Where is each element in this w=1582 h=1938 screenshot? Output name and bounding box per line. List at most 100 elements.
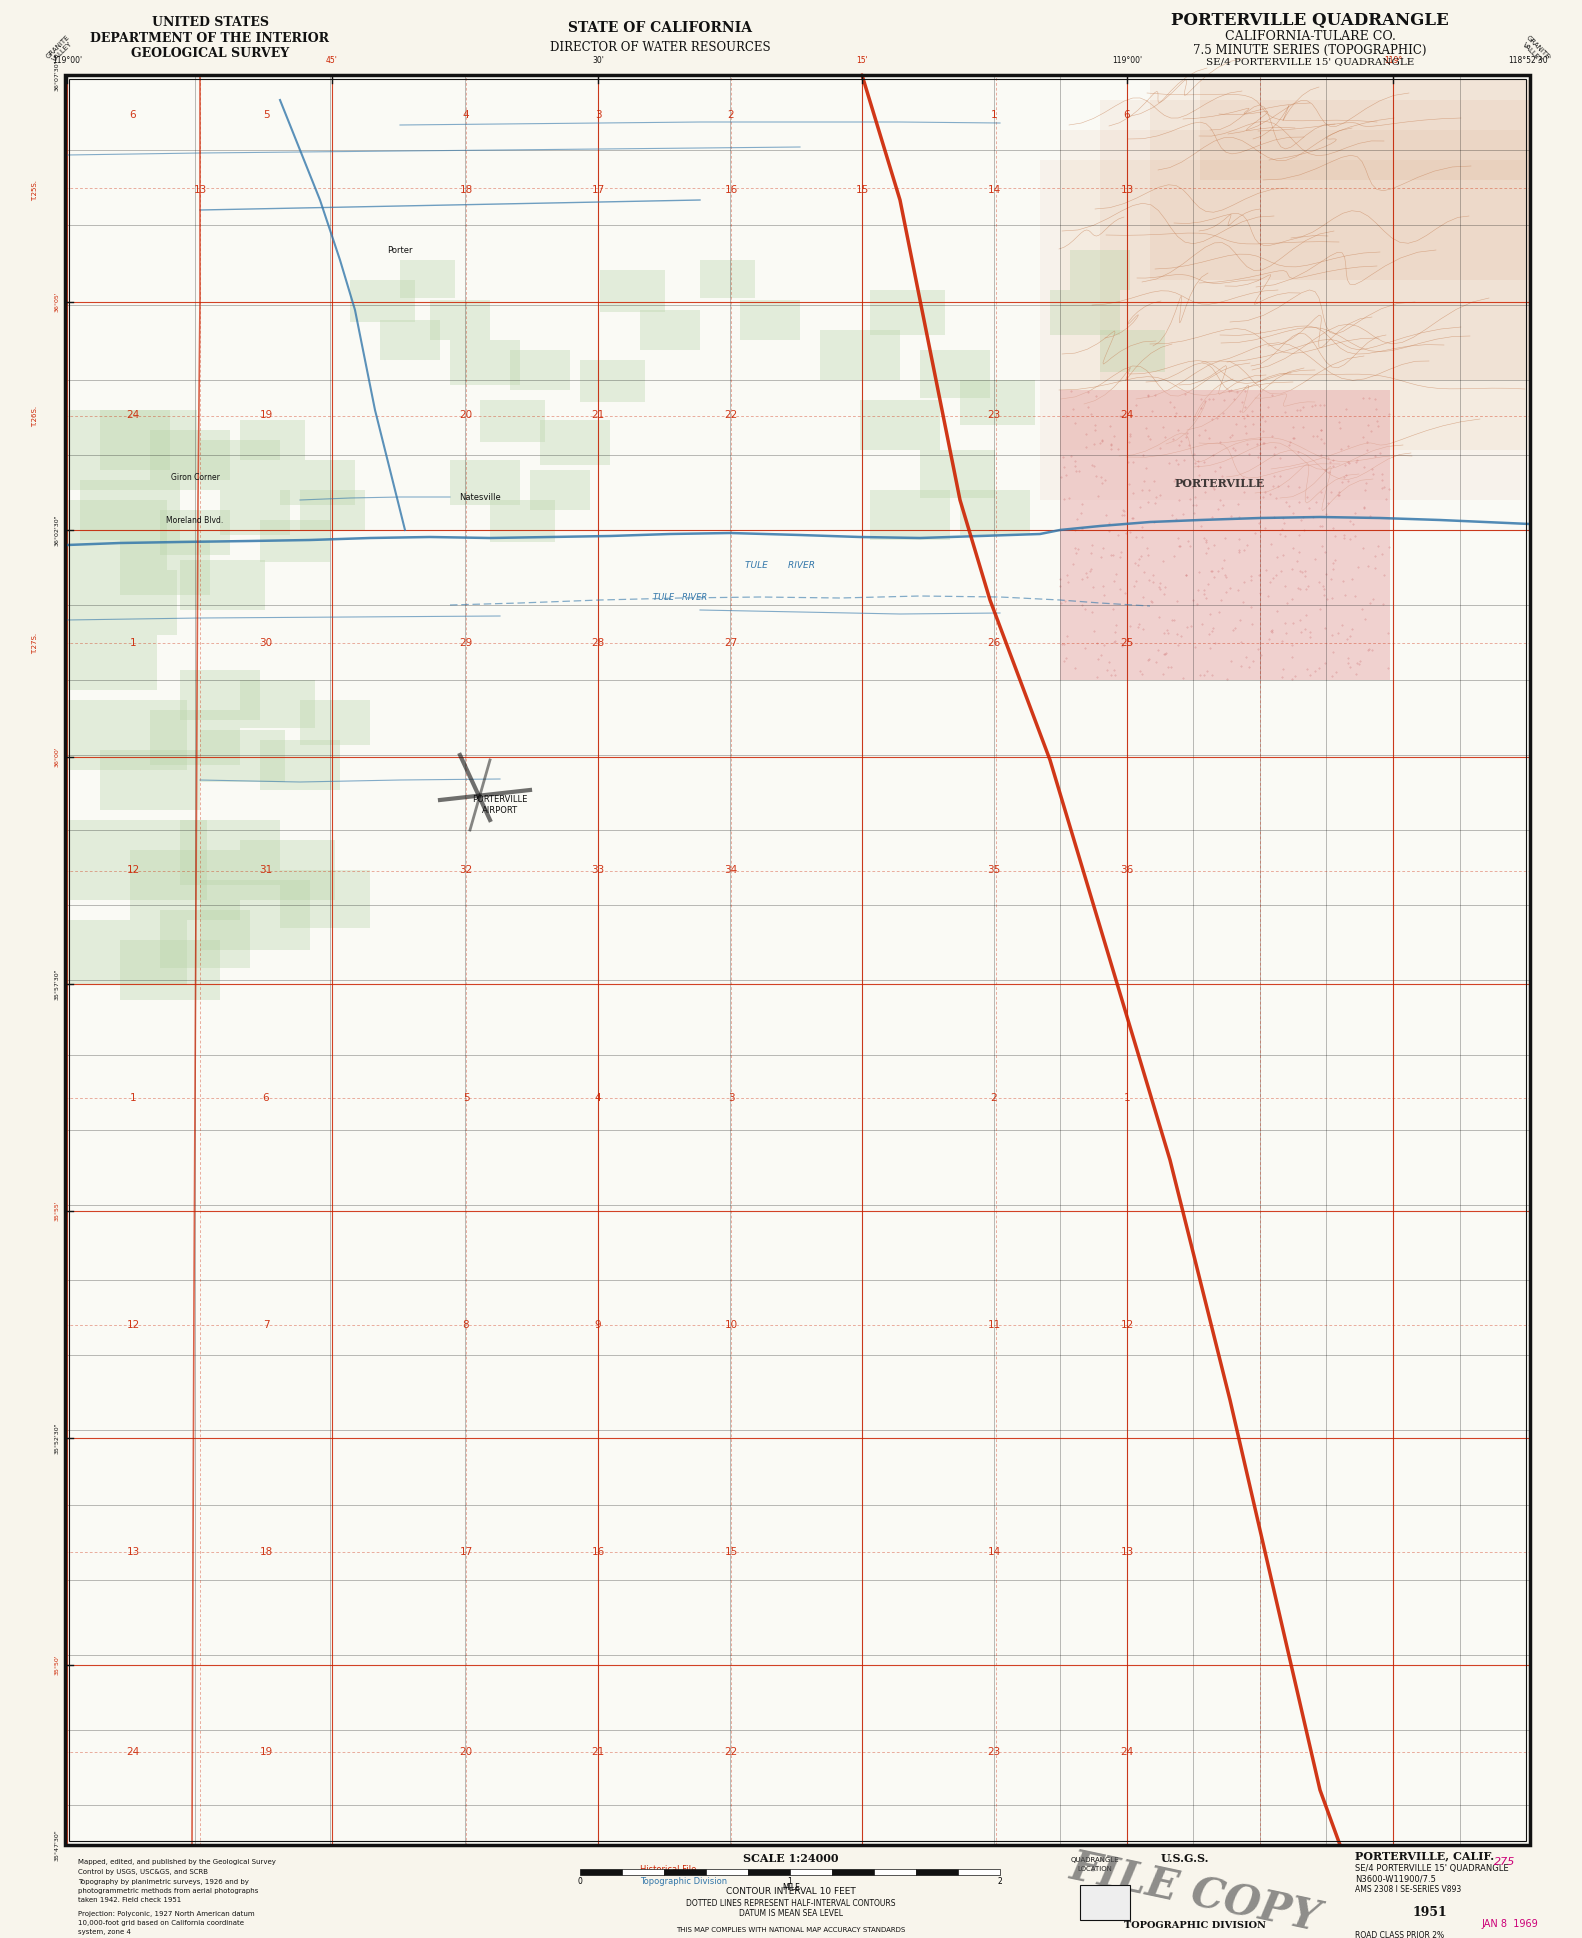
Text: 24: 24 <box>1120 411 1134 421</box>
Text: 14: 14 <box>987 184 1001 196</box>
Bar <box>66 570 177 636</box>
Bar <box>81 481 180 541</box>
Text: 19: 19 <box>259 1746 272 1758</box>
Text: TOPOGRAPHIC DIVISION: TOPOGRAPHIC DIVISION <box>1125 1921 1266 1930</box>
Bar <box>301 490 365 529</box>
Bar <box>120 940 220 1000</box>
Bar <box>664 1868 706 1874</box>
Bar <box>819 329 900 380</box>
Text: DIRECTOR OF WATER RESOURCES: DIRECTOR OF WATER RESOURCES <box>549 41 770 54</box>
Text: 119°00': 119°00' <box>1112 56 1142 66</box>
Text: 32: 32 <box>459 864 473 874</box>
Text: 30: 30 <box>259 638 272 647</box>
Text: 34: 34 <box>725 864 737 874</box>
Text: ROAD CLASS PRIOR 2%: ROAD CLASS PRIOR 2% <box>1356 1930 1444 1938</box>
Bar <box>600 269 664 312</box>
Bar <box>449 459 520 506</box>
Text: 1: 1 <box>990 110 997 120</box>
Text: 36°05': 36°05' <box>55 293 60 312</box>
Text: 12: 12 <box>127 1320 139 1329</box>
Text: 10,000-foot grid based on California coordinate: 10,000-foot grid based on California coo… <box>78 1921 244 1926</box>
Bar <box>66 411 198 490</box>
Text: 9: 9 <box>595 1320 601 1329</box>
Text: T.26S.: T.26S. <box>32 405 38 426</box>
Text: SCALE 1:24000: SCALE 1:24000 <box>744 1853 838 1864</box>
Text: 4: 4 <box>462 110 470 120</box>
Text: 7.5 MINUTE SERIES (TOPOGRAPHIC): 7.5 MINUTE SERIES (TOPOGRAPHIC) <box>1193 43 1427 56</box>
Bar <box>160 510 229 554</box>
Text: 18: 18 <box>459 184 473 196</box>
Text: GRANITE
VALLEY: GRANITE VALLEY <box>1520 35 1550 66</box>
Bar <box>259 519 331 562</box>
Text: GRANITE
VALLEY: GRANITE VALLEY <box>44 35 76 66</box>
Bar <box>66 636 157 690</box>
Bar <box>740 300 800 339</box>
Text: QUADRANGLE: QUADRANGLE <box>1071 1857 1120 1862</box>
Text: 35°47'30": 35°47'30" <box>55 1829 60 1860</box>
Text: Historical File: Historical File <box>641 1866 696 1874</box>
Text: 22: 22 <box>725 411 737 421</box>
Bar <box>1099 101 1530 380</box>
Text: 0: 0 <box>577 1876 582 1886</box>
Text: PORTERVILLE: PORTERVILLE <box>1175 477 1266 488</box>
Text: 8: 8 <box>462 1320 470 1329</box>
Text: Topography by planimetric surveys, 1926 and by: Topography by planimetric surveys, 1926 … <box>78 1880 248 1886</box>
Text: Natesville: Natesville <box>459 492 501 502</box>
Text: 26: 26 <box>987 638 1001 647</box>
Text: DATUM IS MEAN SEA LEVEL: DATUM IS MEAN SEA LEVEL <box>739 1909 843 1919</box>
Bar <box>380 320 440 360</box>
Bar <box>240 421 305 459</box>
Text: photogrammetric methods from aerial photographs: photogrammetric methods from aerial phot… <box>78 1888 258 1893</box>
Bar <box>400 260 456 298</box>
Bar <box>959 1868 1000 1874</box>
Text: 15: 15 <box>856 184 869 196</box>
Bar <box>66 820 207 899</box>
Text: 25: 25 <box>1120 638 1134 647</box>
Bar <box>160 911 250 967</box>
Bar <box>280 459 354 506</box>
Text: taken 1942. Field check 1951: taken 1942. Field check 1951 <box>78 1897 182 1903</box>
Text: 35: 35 <box>987 864 1001 874</box>
Text: 3: 3 <box>595 110 601 120</box>
Bar <box>301 700 370 744</box>
Text: 5: 5 <box>263 110 269 120</box>
Bar <box>180 820 280 886</box>
Text: 15': 15' <box>856 56 869 66</box>
Bar <box>870 490 951 541</box>
Text: 13: 13 <box>127 1547 139 1556</box>
Bar <box>530 471 590 510</box>
Text: CONTOUR INTERVAL 10 FEET: CONTOUR INTERVAL 10 FEET <box>726 1888 856 1897</box>
Text: AMS 2308 I SE-SERIES V893: AMS 2308 I SE-SERIES V893 <box>1356 1886 1462 1895</box>
Bar <box>1060 130 1530 450</box>
Bar <box>100 411 169 471</box>
Text: system, zone 4: system, zone 4 <box>78 1928 131 1934</box>
Bar <box>539 421 611 465</box>
Text: 19: 19 <box>259 411 272 421</box>
Text: Control by USGS, USC&GS, and SCRB: Control by USGS, USC&GS, and SCRB <box>78 1868 207 1874</box>
Bar <box>789 1868 832 1874</box>
Text: 29: 29 <box>459 638 473 647</box>
Bar <box>622 1868 664 1874</box>
Text: N3600-W11900/7.5: N3600-W11900/7.5 <box>1356 1874 1436 1884</box>
Text: 20: 20 <box>459 411 473 421</box>
Text: 13: 13 <box>1120 184 1134 196</box>
Text: 16: 16 <box>592 1547 604 1556</box>
Text: 13: 13 <box>193 184 207 196</box>
Text: 28: 28 <box>592 638 604 647</box>
Bar <box>1060 390 1391 680</box>
Text: 20: 20 <box>459 1746 473 1758</box>
Text: 6: 6 <box>1123 110 1130 120</box>
Text: 12: 12 <box>1120 1320 1134 1329</box>
Bar <box>199 731 285 783</box>
Bar <box>130 851 240 921</box>
Text: 18: 18 <box>259 1547 272 1556</box>
Text: 27: 27 <box>725 638 737 647</box>
Bar <box>479 399 546 442</box>
Bar <box>870 291 944 335</box>
Bar <box>581 360 645 401</box>
Text: T.25S.: T.25S. <box>32 180 38 200</box>
Text: 1: 1 <box>788 1876 793 1886</box>
Bar <box>490 500 555 543</box>
Text: FILE COPY: FILE COPY <box>1066 1847 1324 1938</box>
Text: 35°55': 35°55' <box>55 1202 60 1221</box>
